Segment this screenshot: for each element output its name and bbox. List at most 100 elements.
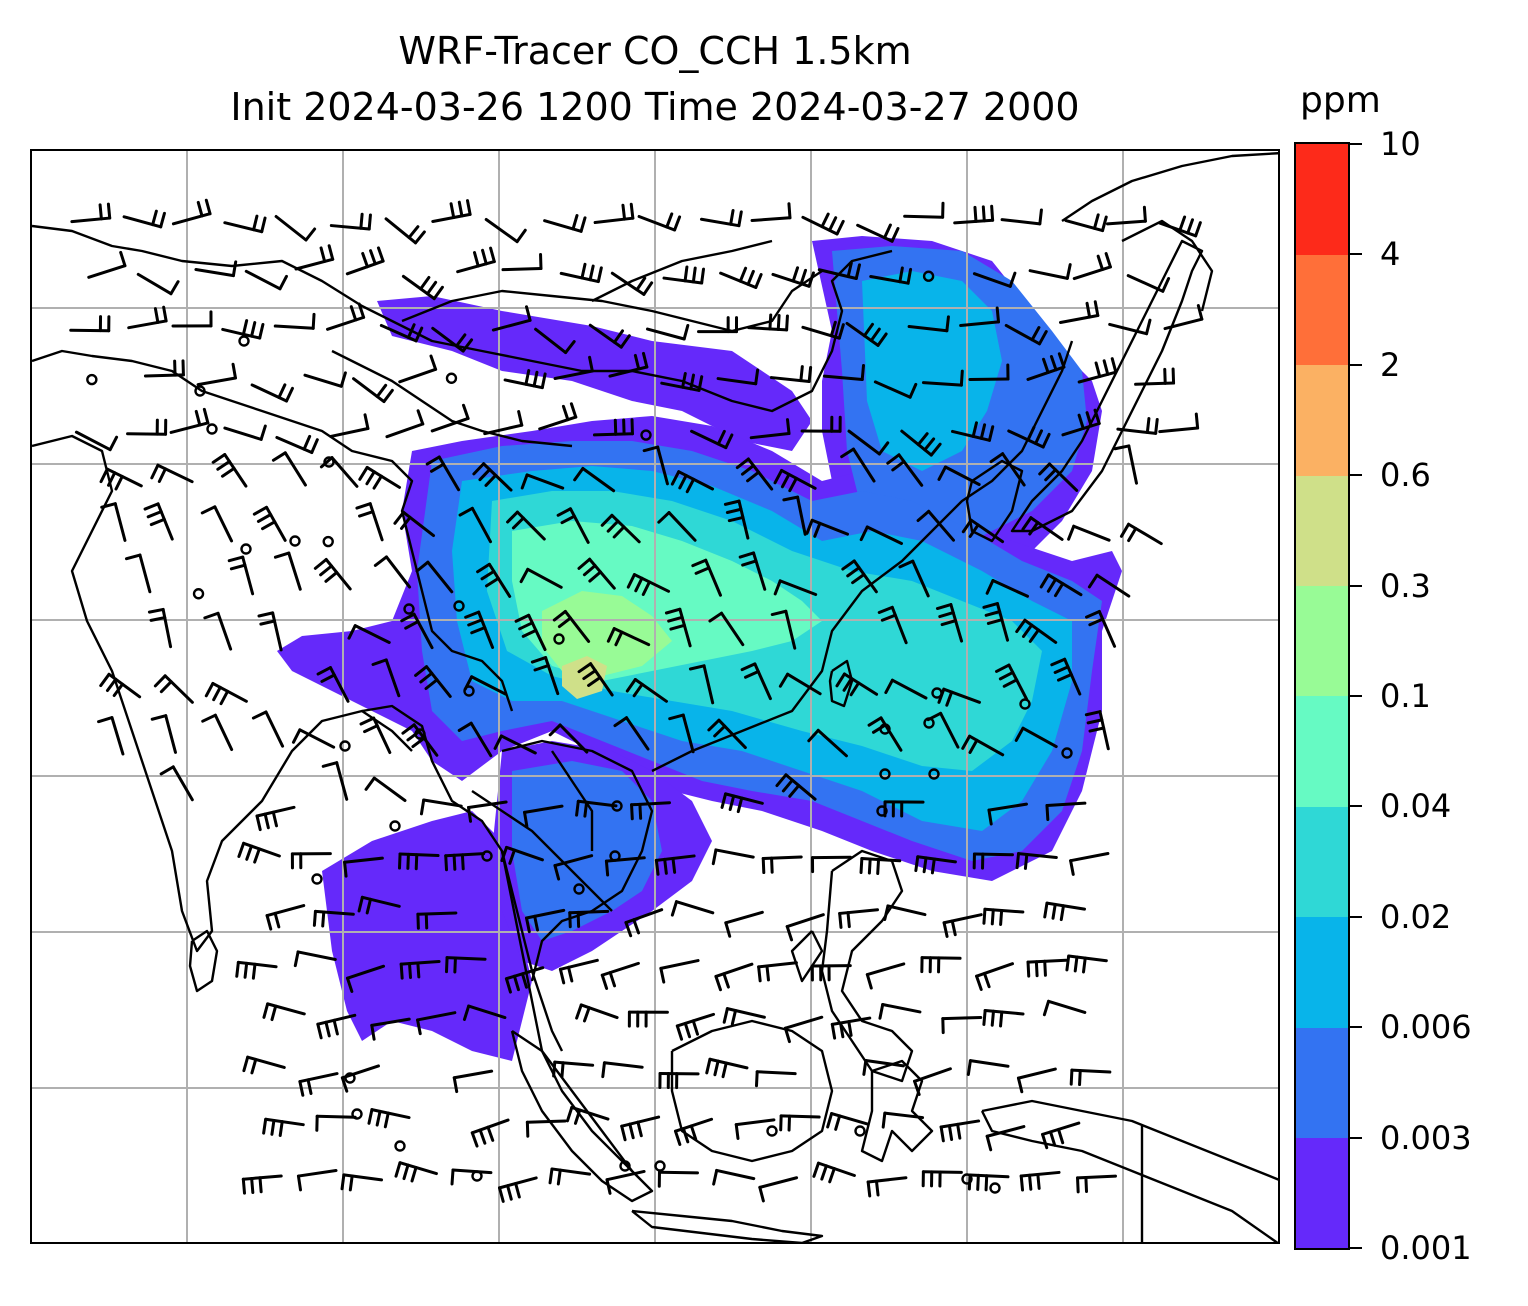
wind-barb-flag [358,510,375,518]
wind-barb-staff [244,269,282,291]
wind-barb-staff [1026,958,1068,964]
wind-barb-staff [138,553,152,594]
wind-barb-staff [1023,618,1058,644]
wind-barb-staff [444,852,486,858]
wind-barb [972,271,1017,288]
wind-barb [637,212,682,232]
wind-barb-flag [583,1006,591,1023]
wind-barb-staff [673,1117,714,1133]
wind-barb-flag [470,1131,479,1148]
wind-barb-flag [1030,326,1041,342]
wind-barb-flag [1057,352,1066,369]
wind-barb-staff [678,607,692,648]
wind-barb [273,551,302,591]
wind-barb [504,966,545,994]
wind-barb [74,430,119,452]
wind-barb-staff [113,502,127,542]
map-title-line-2: Init 2024-03-26 1200 Time 2024-03-27 200… [230,85,1080,129]
wind-barb-flag [220,466,236,478]
wind-barb-staff [242,841,281,858]
wind-barb [1043,901,1086,922]
wind-barb-staff [864,1059,905,1068]
wind-barb-flag [1086,718,1104,725]
wind-barb-flag [367,213,372,231]
wind-barb-flag [1088,726,1106,733]
wind-barb [708,611,745,647]
wind-barb-flag [938,611,955,619]
calm-wind-circle [989,1182,1001,1194]
wind-barb-flag [999,1010,1004,1028]
wind-barb-staff [287,551,302,591]
wind-barb [989,452,1026,487]
wind-barb [316,1013,357,1040]
wind-barb-staff [482,462,513,492]
wind-barb [785,913,825,942]
calm-wind-circle [922,270,935,282]
wind-barb-flag [713,724,727,738]
wind-barb-flag [100,502,117,509]
wind-barb [606,627,651,647]
wind-barb-flag [724,921,732,938]
wind-barb-flag [464,610,481,619]
wind-barb [914,855,957,875]
wind-barb-flag [577,557,592,570]
wind-barb-flag [694,566,711,575]
wind-barb [1042,999,1087,1017]
wind-barb-flag [636,1120,643,1138]
wind-barb-flag [376,246,385,263]
wind-barb-flag [1045,804,1050,821]
wind-barb [601,1061,644,1079]
wind-barb-staff [645,327,686,341]
wind-barb-flag [1094,361,1102,379]
wind-barb-flag [975,974,983,991]
colorbar-segment [1296,144,1348,255]
wind-barb-flag [241,1177,246,1195]
wind-barb-flag [612,329,625,344]
wind-barb-flag [429,354,438,371]
wind-barb-flag [157,467,167,483]
wind-barb-flag [347,624,357,640]
colorbar-tick-label: 0.006 [1380,1008,1472,1047]
wind-barb-staff [810,518,849,536]
wind-barb [1041,1121,1081,1150]
wind-barb-staff [842,672,879,696]
wind-barb-flag [847,1020,853,1037]
wind-barb [493,734,537,755]
wind-barbs-layer [69,198,1204,1203]
wind-barb [773,468,817,493]
wind-barb-staff [544,656,560,696]
wind-barb-staff [1004,323,1041,346]
wind-barb-staff [550,1167,592,1176]
wind-barb-flag [720,792,728,809]
wind-barb-flag [150,463,160,480]
colorbar-tick [1350,1026,1362,1029]
wind-barb-staff [430,416,470,433]
wind-barb-flag [945,315,950,333]
wind-barb-staff [342,1173,384,1182]
calm-wind-circle [553,633,565,645]
wind-barb-flag [780,472,791,489]
wind-barb-staff [559,271,600,284]
wind-barb-staff [942,913,983,925]
wind-barb-flag [1145,318,1152,336]
wind-barb-flag [973,205,978,223]
wind-barb [552,1060,595,1079]
wind-barb-flag [937,465,947,481]
calm-wind-circle [240,543,252,555]
wind-barb [99,672,142,699]
wind-barb-staff [865,962,906,977]
wind-barb-flag [908,382,918,399]
wind-barb-staff [213,505,234,543]
calm-wind-circle [206,423,218,435]
wind-barb-flag [452,1076,459,1094]
wind-barb-flag [606,519,620,533]
wind-barb [675,1012,716,1041]
wind-barb-flag [1069,859,1075,876]
wind-barb [370,1017,411,1041]
wind-barb-flag [159,765,175,776]
wind-barb-flag [444,956,449,974]
wind-barb-flag [524,369,531,386]
wind-barb [227,555,255,596]
wind-barb-flag [414,665,429,677]
wind-barb-staff [724,910,764,925]
